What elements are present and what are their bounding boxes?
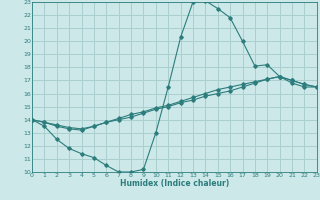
X-axis label: Humidex (Indice chaleur): Humidex (Indice chaleur) [120, 179, 229, 188]
